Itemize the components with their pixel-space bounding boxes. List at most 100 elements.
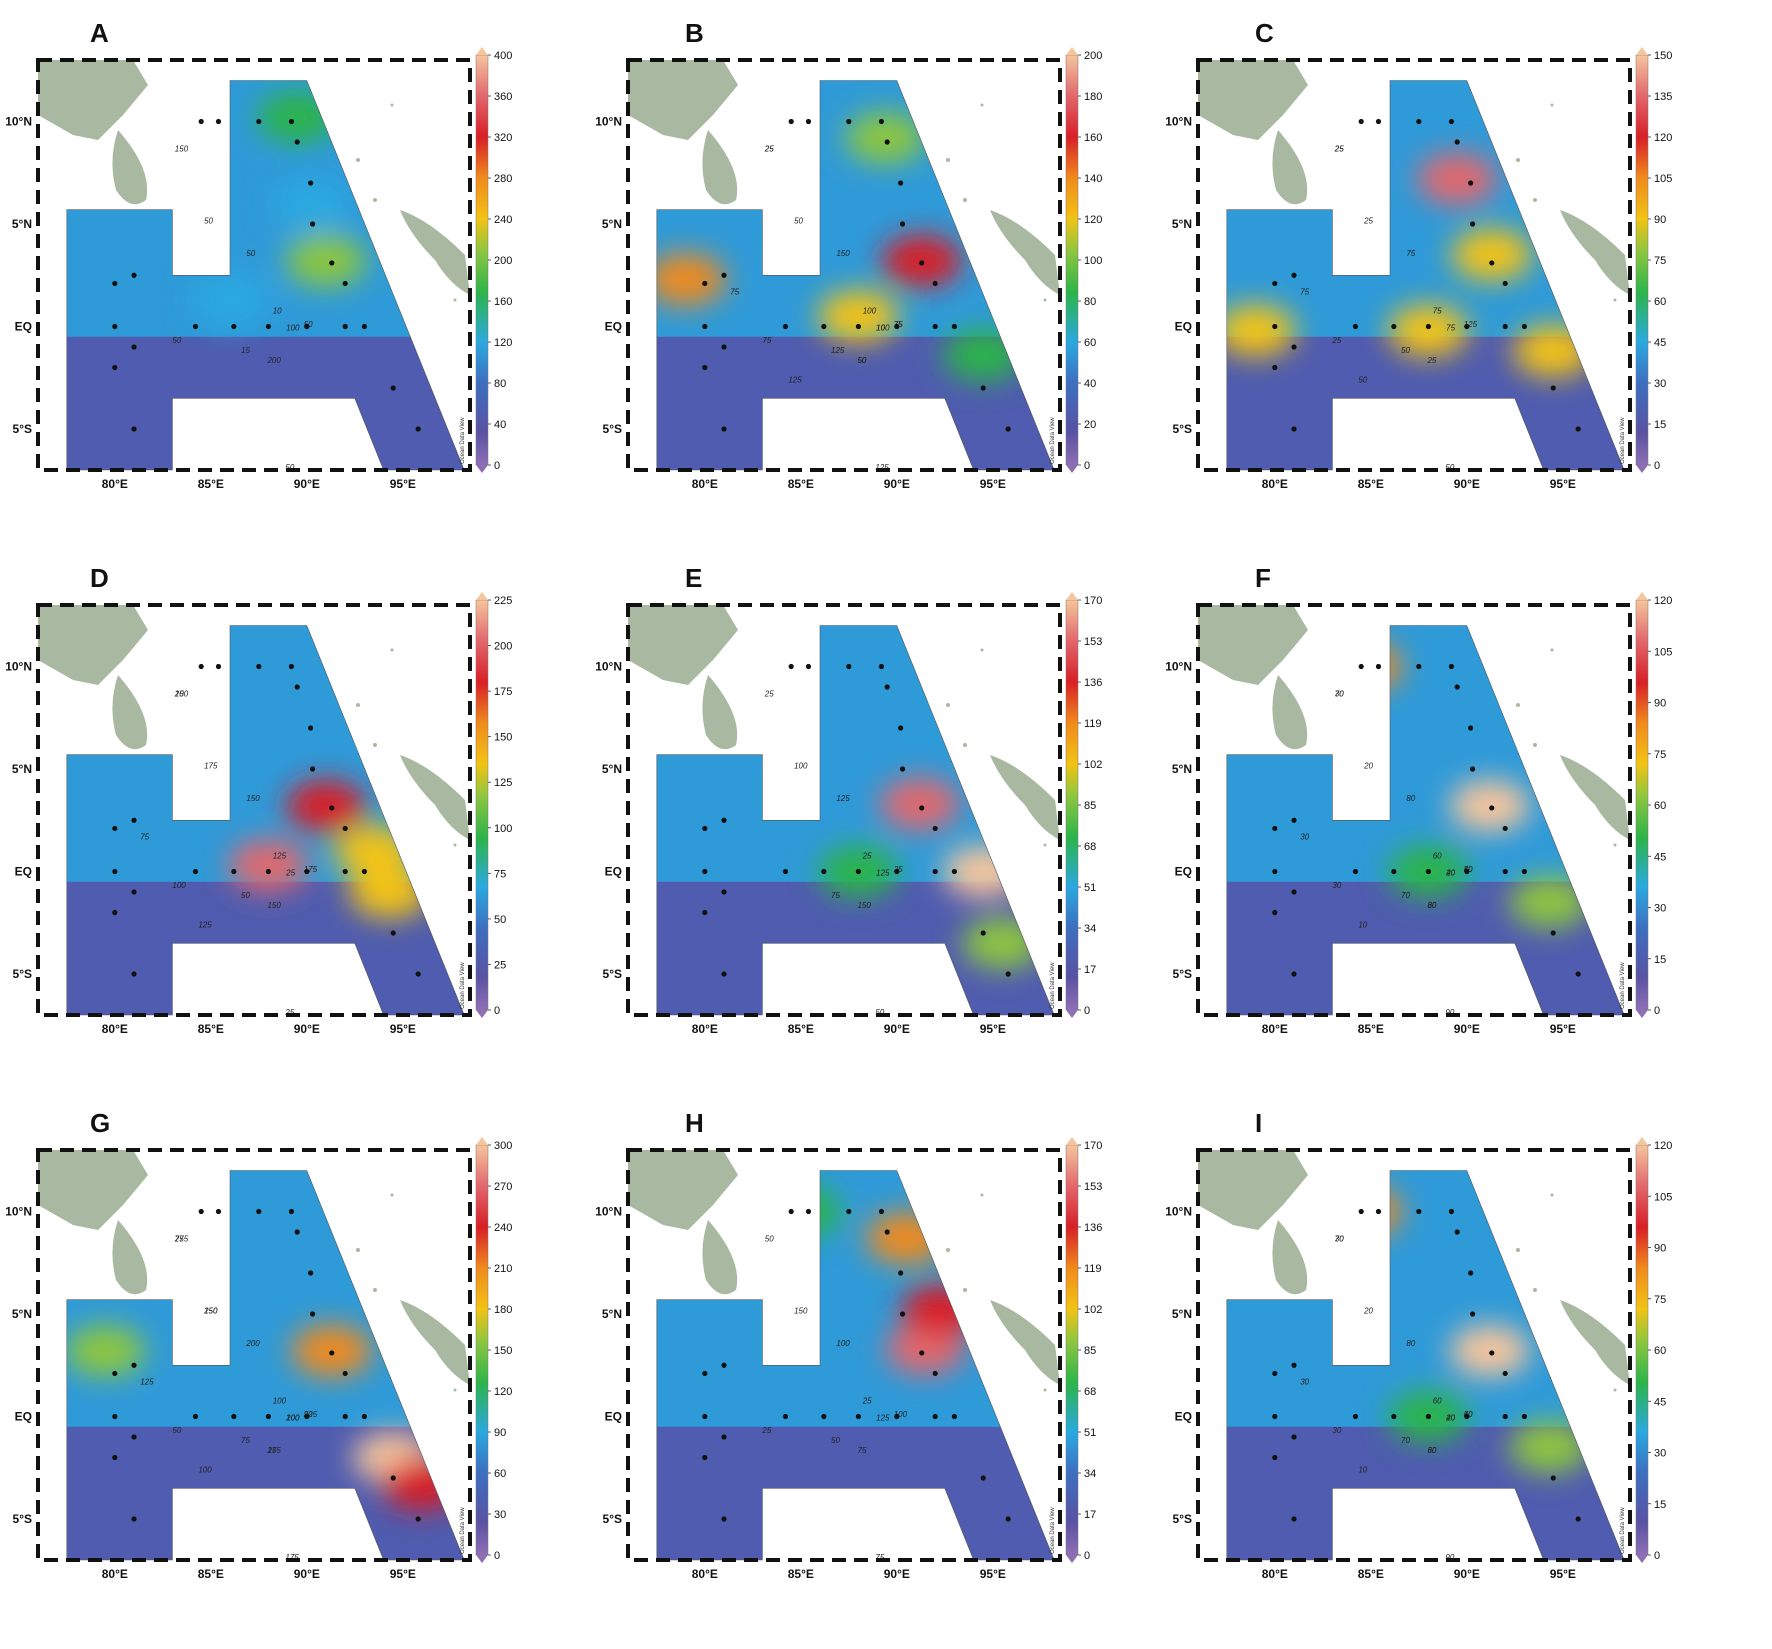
colorbar-tick-label: 0 [1084,460,1090,472]
colorbar-tick-label: 200 [1084,50,1102,62]
contour-label: 75 [857,1446,866,1455]
colorbar-tick-label: 80 [494,378,506,390]
x-axis-tick-label: 90°E [294,1022,320,1036]
station-marker [1291,889,1297,895]
colorbar-tick-label: 75 [1654,749,1666,761]
station-marker [1469,766,1476,772]
station-marker [1391,1413,1397,1420]
map-frame [626,603,1062,1017]
station-marker [1489,260,1495,266]
station-marker [1291,272,1297,278]
colorbar-min-arrow [1066,1010,1078,1018]
station-marker [1005,971,1011,977]
contour-label: 150 [794,1306,808,1315]
colorbar-tick-label: 0 [1084,1005,1090,1017]
hotspot [1449,779,1530,832]
station-marker [846,1208,852,1215]
contour-label: 25 [761,1426,771,1435]
station-marker [342,1370,348,1377]
contour-label: 50 [857,356,866,365]
y-axis-tick-label: EQ [605,865,622,879]
contour-label: 125 [876,1414,890,1423]
y-axis-tick-label: 5°S [1173,1512,1192,1526]
colorbar-tick-label: 225 [494,595,512,607]
colorbar-tick-label: 75 [1654,255,1666,267]
hotspot [257,91,338,144]
colorbar-tick-label: 105 [1654,646,1672,658]
colorbar-tick-label: 140 [1084,173,1102,185]
x-axis-tick-label: 90°E [884,477,910,491]
hotspot [818,290,899,343]
station-marker [721,971,727,977]
colorbar-tick-label: 34 [1084,1468,1096,1480]
y-axis-tick-label: 5°N [602,1307,622,1321]
station-marker [308,725,314,731]
map-frame [1196,603,1632,1017]
contour-label: 75 [1446,324,1455,333]
station-marker [1272,1454,1278,1461]
colorbar-tick-label: 60 [1654,800,1666,812]
contour-label: 100 [876,324,890,333]
contour-label: 10 [1358,1465,1367,1474]
colorbar-tick-label: 360 [494,91,512,103]
map-svg: 50 100 75 125 150 100 75 50 25 25 80°E 85°E 90°E 95°E… [595,1137,1102,1581]
colorbar-max-arrow [1636,592,1648,600]
y-axis-tick-label: EQ [15,320,32,334]
contour-label: 200 [266,356,281,365]
station-marker [415,971,421,977]
station-marker [788,1208,794,1215]
colorbar [475,54,489,466]
colorbar-tick-label: 50 [494,914,506,926]
y-axis-tick-label: 5°S [13,1512,32,1526]
contour-label: 25 [1363,216,1373,225]
colorbar-max-arrow [1636,47,1648,55]
contour-label: 50 [304,1410,313,1419]
contour-label: 25 [266,1446,276,1455]
station-marker [1502,868,1508,875]
map-panel-b: 2575501005015012512510075125752575501080… [590,0,1150,540]
station-markers [702,663,1011,977]
colorbar-min-arrow [1636,465,1648,473]
contour-label: 100 [286,1414,300,1423]
x-axis-tick-label: 95°E [1550,1022,1576,1036]
station-marker [1502,1413,1508,1420]
colorbar-tick-label: 60 [1654,1345,1666,1357]
contour-label: 50 [285,463,294,472]
station-marker [342,323,348,330]
contour-label: 100 [894,1410,908,1419]
colorbar-tick-label: 160 [1084,132,1102,144]
station-marker [112,1413,118,1420]
hotspot [1388,304,1469,357]
colorbar-tick-label: 17 [1084,964,1096,976]
contour-label: 125 [1464,320,1478,329]
station-marker [131,817,137,823]
contour-label: 50 [1445,463,1454,472]
station-marker [878,1208,885,1215]
hotspot [228,839,309,892]
station-marker [329,1350,335,1356]
station-marker [782,1413,789,1420]
station-markers [112,663,421,977]
contour-label: 75 [875,1553,884,1562]
station-marker [1358,663,1364,670]
contour-label: 75 [140,833,149,842]
station-marker [308,1270,314,1276]
station-marker [309,1311,316,1317]
contour-label: 150 [267,901,281,910]
colorbar-tick-label: 170 [1084,595,1102,607]
panel-label: A [90,18,109,48]
land-mass [628,60,1060,302]
colorbar-tick-label: 40 [1084,378,1096,390]
station-marker [215,663,222,670]
hotspot [286,234,366,287]
hotspot [885,1322,966,1375]
station-marker [256,663,262,670]
contour-label: 70 [1335,690,1344,699]
contour-label: 100 [172,881,186,890]
station-marker [1005,426,1011,432]
colorbar-tick-label: 119 [1084,1263,1102,1275]
colorbar-tick-label: 17 [1084,1509,1096,1521]
hotspot [270,177,351,230]
contour-label: 100 [836,1339,850,1348]
